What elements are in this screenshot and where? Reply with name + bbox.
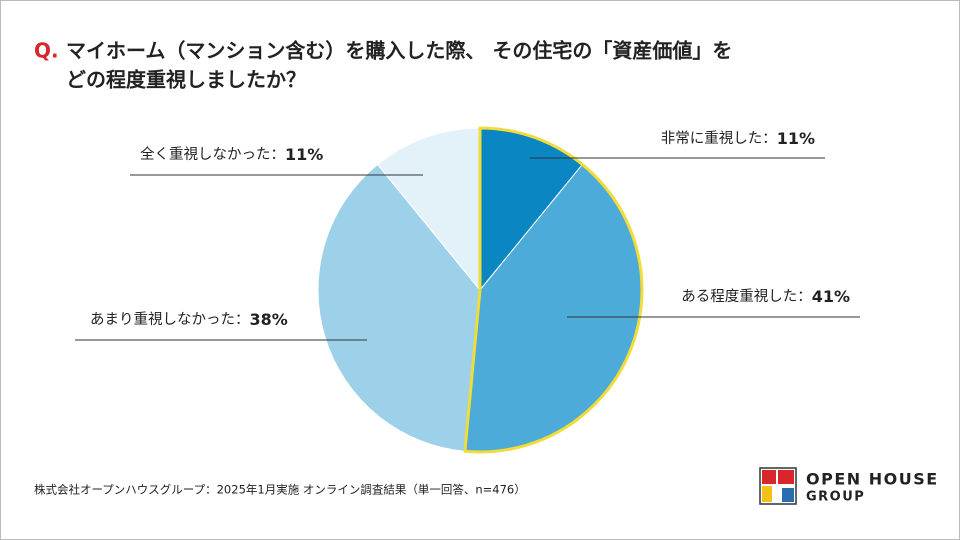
category-label: あまり重視しなかった：: [90, 311, 250, 328]
logo-icon: [778, 470, 794, 484]
slice-label: 非常に重視した：11%: [661, 129, 815, 148]
category-label: 全く重視しなかった：: [140, 145, 285, 163]
logo-text: GROUP: [806, 490, 865, 505]
category-label: ある程度重視した：: [681, 288, 812, 305]
highlight-outline: [463, 126, 644, 454]
pie-slice: [376, 127, 481, 292]
pie-slice: [317, 163, 481, 452]
logo-text: OPEN HOUSE: [806, 470, 939, 489]
chart-title: どの程度重視しましたか？: [66, 68, 306, 92]
value-label: 11%: [285, 145, 323, 164]
slice-label: 全く重視しなかった：11%: [140, 145, 323, 164]
source-note: 株式会社オープンハウスグループ：2025年1月実施 オンライン調査結果（単一回答…: [34, 483, 526, 497]
logo-icon: [762, 470, 776, 484]
chart-title: マイホーム（マンション含む）を購入した際、 その住宅の「資産価値」を: [66, 39, 732, 63]
question-marker: Q.: [34, 39, 59, 63]
value-label: 41%: [812, 287, 850, 306]
slice-label: ある程度重視した：41%: [681, 287, 850, 306]
pie: 非常に重視した：11%ある程度重視した：41%あまり重視しなかった：38%全く重…: [75, 126, 860, 454]
logo: OPEN HOUSE GROUP: [759, 467, 939, 505]
category-label: 非常に重視した：: [661, 130, 777, 147]
logo-icon: [782, 488, 794, 502]
value-label: 11%: [777, 129, 815, 148]
logo-icon: [762, 486, 772, 502]
value-label: 38%: [250, 310, 288, 329]
slice-label: あまり重視しなかった：38%: [90, 310, 288, 329]
